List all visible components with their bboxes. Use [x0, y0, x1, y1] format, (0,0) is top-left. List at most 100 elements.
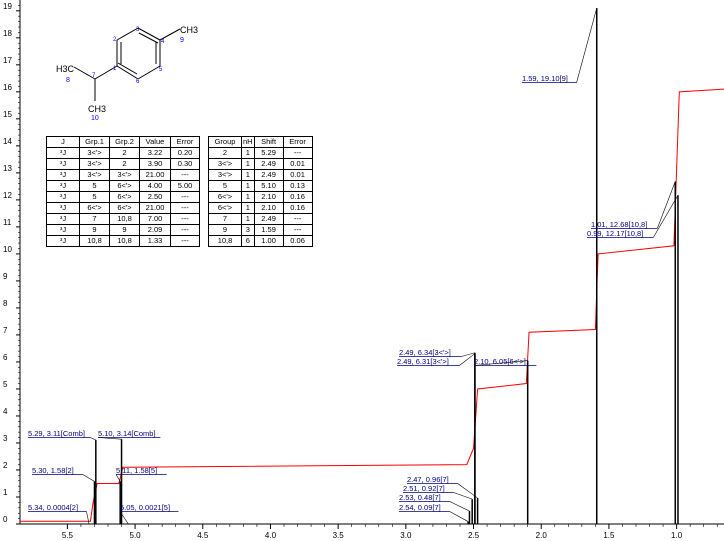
table-cell: 5.10	[253, 180, 284, 192]
table-cell: 2	[109, 147, 140, 159]
x-tick-label: 4.0	[265, 531, 277, 540]
table-cell: ³J	[46, 180, 80, 192]
peak-labels: 5.34, 0.0004[2] 5.30, 1.58[2] 5.29, 3.11[C…	[28, 8, 679, 525]
peak-leader-line	[657, 181, 676, 229]
table-row: 7 1 2.49 ---	[208, 213, 313, 225]
column-header: Grp.1	[79, 136, 110, 148]
table-cell: 21.00	[139, 202, 171, 214]
column-header: Group	[208, 136, 242, 148]
table-row: 6<'> 1 2.10 0.16	[208, 191, 313, 203]
peak-leader-line	[461, 352, 475, 357]
ch3-right-label: CH3	[180, 25, 198, 35]
y-tick-label: 15	[3, 110, 12, 119]
y-tick-label: 8	[3, 299, 8, 308]
table-cell: 3<'>	[208, 158, 242, 170]
peak-leader-line	[653, 195, 679, 238]
table-cell: 1.00	[253, 235, 284, 247]
peak-leader-line	[576, 8, 598, 83]
peak-leader-line	[449, 511, 469, 522]
table-cell: 0.20	[170, 147, 200, 159]
table-cell: ---	[170, 191, 200, 203]
column-header: Error	[282, 136, 313, 148]
y-tick-label: 11	[3, 218, 12, 227]
column-header: nH	[241, 136, 255, 148]
table-cell: 9	[208, 224, 242, 236]
table-cell: 2.49	[253, 169, 284, 181]
peak-leader-line	[90, 437, 96, 441]
table-cell: 1	[241, 147, 255, 159]
peak-label: 1.59, 19.10[9]	[522, 74, 568, 83]
peak-label: 2.54, 0.09[7]	[399, 503, 441, 512]
column-header: Shift	[253, 136, 284, 148]
peak-leader-line	[97, 437, 122, 440]
table-row: ³J 10,8 10,8 1.33 ---	[46, 235, 200, 247]
coupling-constants-table: J Grp.1 Grp.2 Value Error ³J 3<'> 2 3.22 0.2…	[46, 136, 200, 247]
y-tick-label: 3	[3, 434, 8, 443]
x-tick-label: 2.5	[468, 531, 480, 540]
peak-label: 2.53, 0.48[7]	[399, 493, 441, 502]
table-cell: 1.33	[139, 235, 171, 247]
y-tick-label: 6	[3, 353, 8, 362]
table-cell: 2	[109, 158, 140, 170]
peak-label: 5.34, 0.0004[2]	[28, 503, 78, 512]
y-tick-label: 14	[3, 137, 12, 146]
atom-number-9: 9	[180, 37, 184, 44]
peak-label: 2.51, 0.92[7]	[403, 484, 445, 493]
y-tick-label: 19	[3, 2, 12, 11]
table-cell: 5.00	[170, 180, 200, 192]
table-cell: 10,8	[109, 213, 140, 225]
table-cell: ---	[170, 213, 200, 225]
table-row: 2 1 5.29 ---	[208, 147, 313, 159]
table-row: ³J 6<'> 6<'> 21.00 ---	[46, 202, 200, 214]
y-tick-label: 1	[3, 488, 8, 497]
table-cell: ³J	[46, 191, 80, 203]
peak-leader-line	[459, 353, 476, 366]
table-cell: 2.49	[253, 213, 284, 225]
y-tick-label: 13	[3, 164, 12, 173]
y-tick-label: 5	[3, 380, 8, 389]
table-cell: 1.59	[253, 224, 284, 236]
peak-label: 0.99, 12.17[10,8]	[587, 229, 643, 238]
peak-leader-line	[119, 511, 129, 525]
atom-number-4: 4	[161, 39, 165, 45]
h3c-left-label: H3C	[56, 64, 75, 74]
peak-label: 2.47, 0.96[7]	[407, 475, 449, 484]
peak-label: 2.49, 6.31[3<'>]	[397, 357, 449, 366]
table-cell: 4.00	[139, 180, 171, 192]
x-tick-label: 3.0	[400, 531, 412, 540]
table-cell: 3<'>	[79, 169, 110, 181]
table-cell: 6<'>	[109, 202, 140, 214]
atom-number-2: 2	[113, 37, 117, 43]
column-header: Value	[139, 136, 171, 148]
x-tick-label: 1.0	[671, 531, 683, 540]
table-cell: 6<'>	[208, 202, 242, 214]
table-row: 3<'> 1 2.49 0.01	[208, 169, 313, 181]
table-row: 6<'> 1 2.10 0.16	[208, 202, 313, 214]
table-cell: ---	[170, 224, 200, 236]
ch3-bottom-label: CH3	[88, 104, 106, 114]
table-cell: 0.16	[282, 202, 313, 214]
table-cell: 9	[109, 224, 140, 236]
peak-leader-line	[82, 474, 95, 482]
table-cell: 6<'>	[109, 191, 140, 203]
x-tick-label: 1.5	[603, 531, 615, 540]
table-cell: 0.01	[282, 169, 313, 181]
table-cell: 3.90	[139, 158, 171, 170]
peak-leader-line	[115, 474, 121, 482]
x-tick-label: 5.0	[130, 531, 142, 540]
table-cell: ³J	[46, 224, 80, 236]
y-tick-label: 7	[3, 326, 8, 335]
column-header: J	[46, 136, 80, 148]
y-tick-label: 17	[3, 56, 12, 65]
table-cell: 2.50	[139, 191, 171, 203]
peak-label: 2.10, 6.05[6<'>]	[474, 357, 526, 366]
table-cell: 1	[241, 180, 255, 192]
table-cell: 0.06	[282, 235, 313, 247]
table-cell: 7.00	[139, 213, 171, 225]
table-cell: 1	[241, 169, 255, 181]
peak-leader-line	[457, 483, 478, 499]
chemical-shift-table: Group nH Shift Error 2 1 5.29 --- 3<'> 1 2.49 0…	[208, 136, 313, 247]
table-cell: 6<'>	[79, 202, 110, 214]
table-cell: 2.10	[253, 202, 284, 214]
